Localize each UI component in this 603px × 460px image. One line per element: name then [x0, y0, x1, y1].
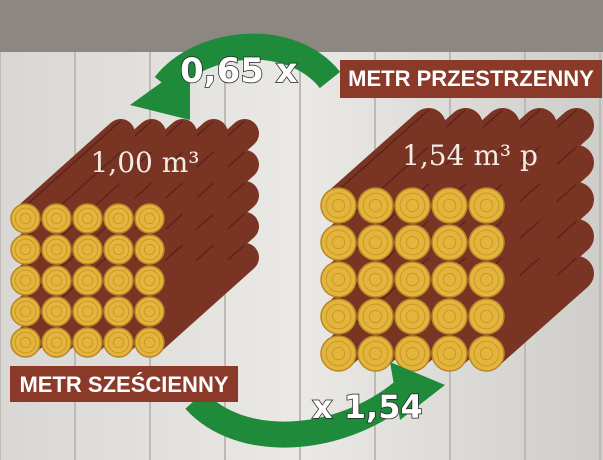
- infographic: 0,65 x METR PRZESTRZENNY METR SZEŚCIENNY…: [0, 0, 603, 460]
- bottom-multiplier: x 1,54: [312, 388, 423, 426]
- top-multiplier: 0,65 x: [180, 51, 298, 91]
- top-unit: METR PRZESTRZENNY: [348, 66, 594, 91]
- bottom-unit: METR SZEŚCIENNY: [19, 372, 228, 397]
- left-volume: 1,00 m³: [90, 146, 199, 179]
- right-volume: 1,54 m³ p: [402, 139, 538, 172]
